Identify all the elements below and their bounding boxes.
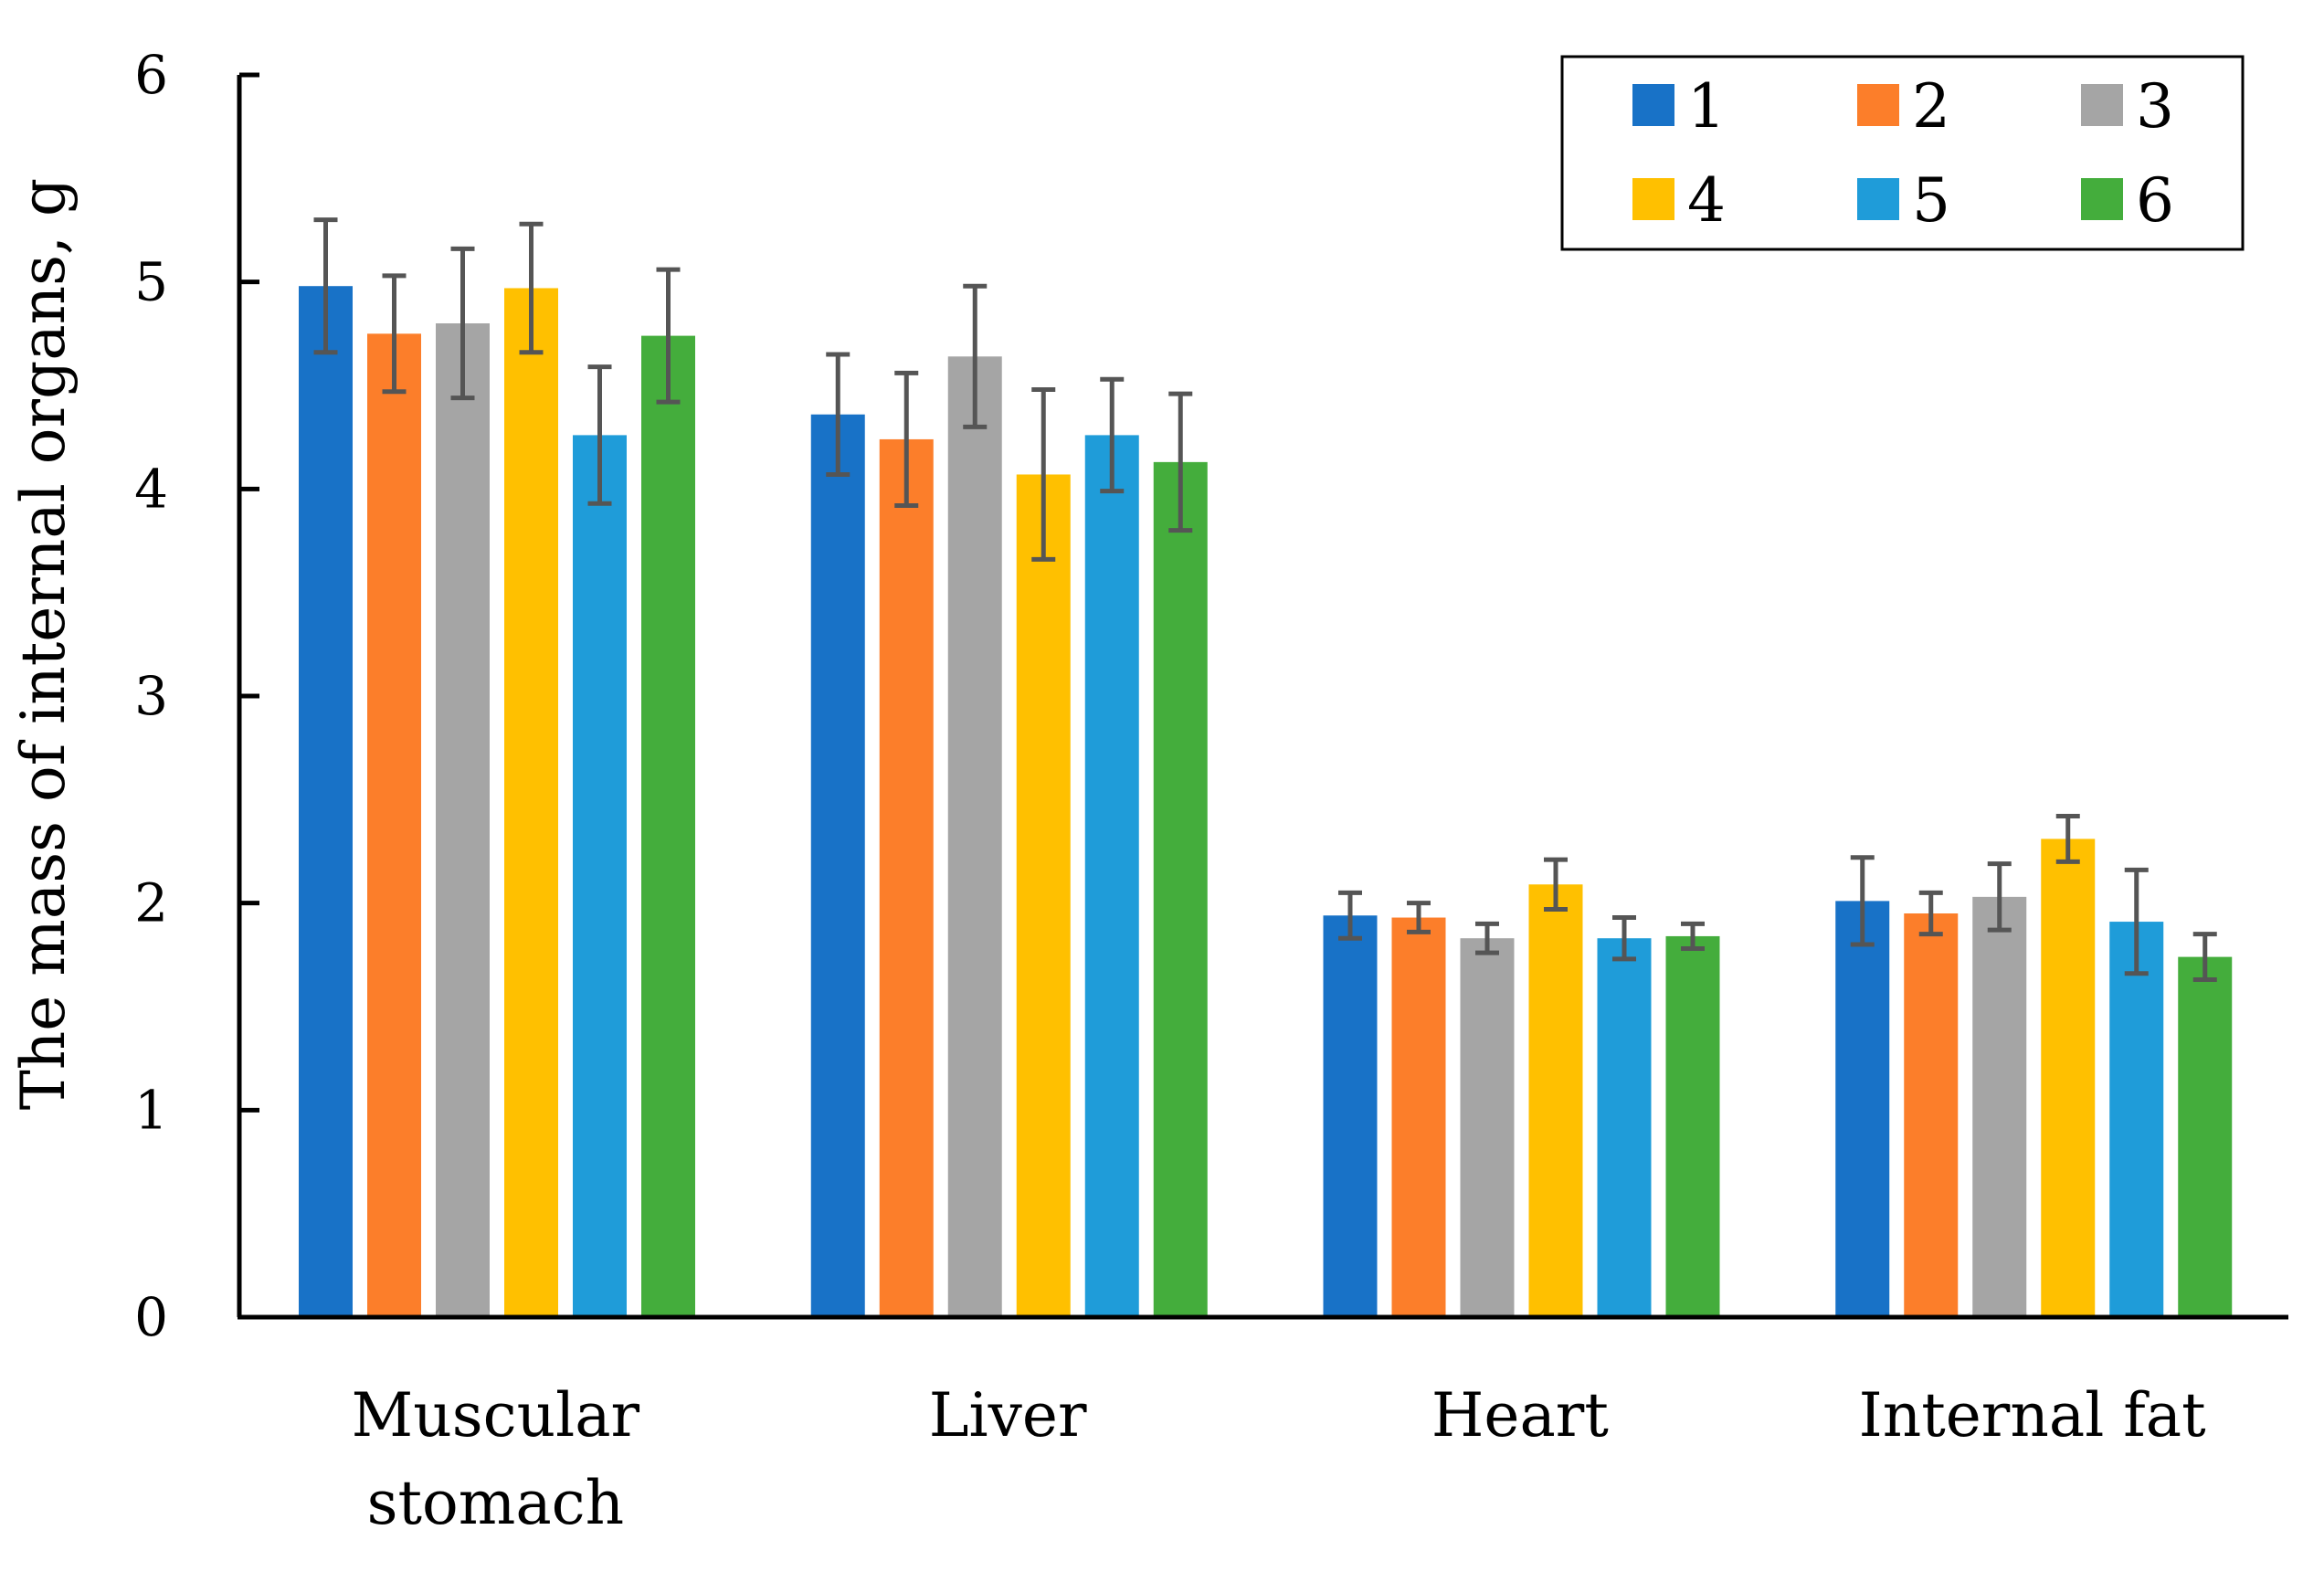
bar-series-2-cat-0 [367, 333, 421, 1317]
bar-series-1-cat-2 [1323, 915, 1378, 1317]
bar-series-6-cat-0 [641, 335, 695, 1318]
bar-series-5-cat-0 [573, 435, 627, 1317]
bar-series-6-cat-2 [1665, 935, 1720, 1317]
x-tick-label-1: Liver [929, 1380, 1087, 1451]
bar-series-2-cat-3 [1904, 913, 1959, 1317]
bars-layer [299, 286, 2233, 1318]
y-tick-label-4: 4 [134, 458, 168, 520]
x-tick-label-2: Heart [1431, 1380, 1609, 1451]
bar-series-3-cat-2 [1460, 938, 1515, 1317]
legend-label-3: 3 [2136, 71, 2174, 142]
legend-swatch-6 [2081, 178, 2123, 220]
bar-series-2-cat-2 [1391, 917, 1446, 1317]
bar-series-3-cat-1 [947, 356, 1002, 1318]
y-ticks-layer: 0 1 2 3 4 5 6 [134, 44, 259, 1348]
bar-series-4-cat-1 [1016, 474, 1071, 1317]
legend: 1 2 3 4 5 6 [1560, 55, 2245, 251]
y-tick-label-3: 3 [134, 665, 168, 727]
bar-series-2-cat-1 [879, 438, 934, 1317]
bar-series-3-cat-0 [436, 323, 490, 1317]
legend-swatch-3 [2081, 84, 2123, 126]
bar-series-1-cat-1 [810, 414, 865, 1317]
x-tick-label-line: Muscular [352, 1380, 640, 1451]
y-tick-label-6: 6 [134, 44, 168, 106]
bar-series-4-cat-3 [2041, 839, 2096, 1317]
x-tick-label-3: Internal fat [1859, 1380, 2206, 1451]
bar-series-5-cat-3 [2109, 922, 2164, 1317]
legend-box [1560, 55, 2245, 251]
x-tick-label-line: Liver [929, 1380, 1087, 1451]
legend-label-6: 6 [2136, 165, 2174, 236]
bar-series-5-cat-1 [1084, 435, 1139, 1317]
legend-swatch-5 [1857, 178, 1899, 220]
y-tick-label-2: 2 [134, 872, 168, 934]
y-axis-label: The mass of internal organs, g [8, 178, 79, 1111]
x-labels-layer: Muscular stomach Liver Heart Internal fat [352, 1380, 2206, 1538]
x-tick-label-line: Internal fat [1859, 1380, 2206, 1451]
bar-series-6-cat-3 [2178, 956, 2233, 1317]
legend-swatch-2 [1857, 84, 1899, 126]
y-tick-label-0: 0 [134, 1286, 168, 1348]
bar-series-4-cat-0 [504, 288, 558, 1317]
error-bars-layer [313, 217, 2217, 983]
x-tick-label-line: stomach [367, 1468, 625, 1538]
bar-series-3-cat-3 [1972, 896, 2027, 1317]
legend-label-1: 1 [1687, 71, 1726, 142]
y-tick-label-5: 5 [134, 251, 168, 313]
legend-label-4: 4 [1687, 165, 1726, 236]
bar-series-1-cat-3 [1835, 901, 1890, 1317]
bar-series-1-cat-0 [299, 286, 353, 1318]
y-tick-label-1: 1 [134, 1079, 168, 1141]
legend-label-2: 2 [1912, 71, 1950, 142]
x-tick-label-0: Muscular stomach [352, 1380, 640, 1538]
bar-series-4-cat-2 [1528, 884, 1583, 1317]
legend-swatch-4 [1632, 178, 1674, 220]
x-tick-label-line: Heart [1431, 1380, 1609, 1451]
legend-swatch-1 [1632, 84, 1674, 126]
bar-series-5-cat-2 [1597, 938, 1652, 1317]
bar-series-6-cat-1 [1153, 461, 1208, 1317]
legend-label-5: 5 [1912, 165, 1950, 236]
